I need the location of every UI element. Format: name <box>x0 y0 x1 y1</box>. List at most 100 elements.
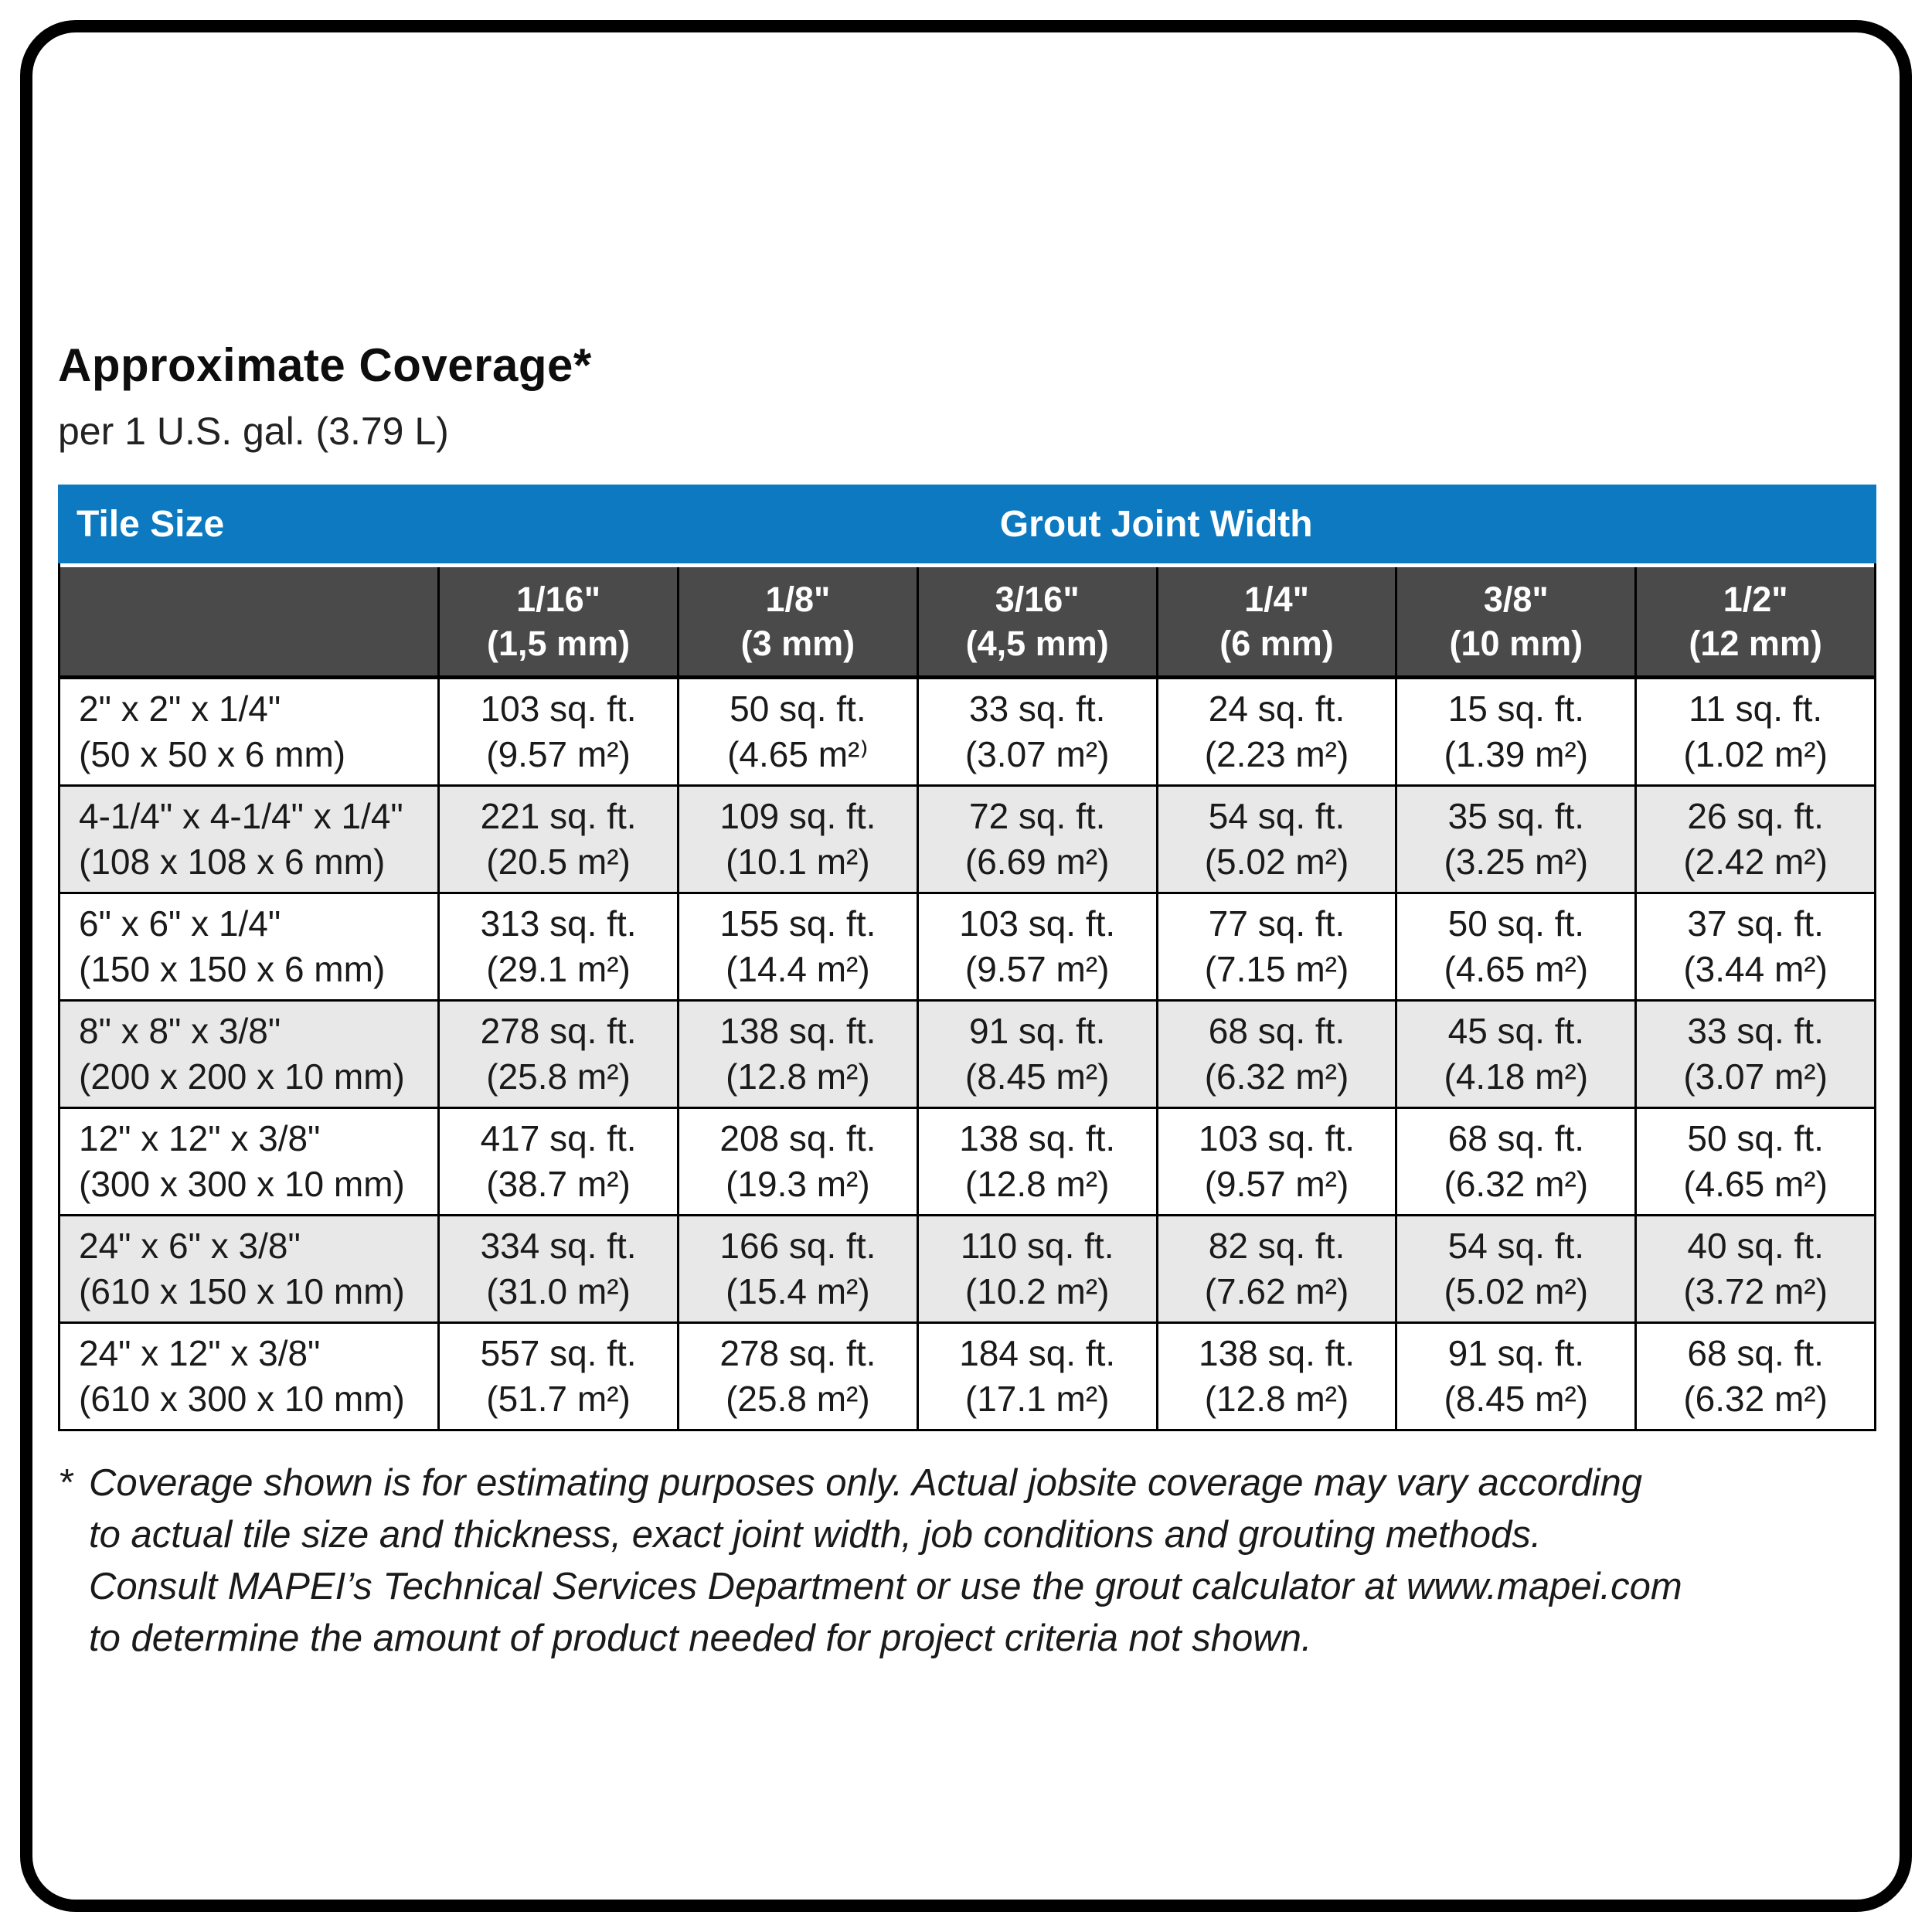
tile-size-cell: 24" x 12" x 3/8" (610 x 300 x 10 mm) <box>60 1324 437 1429</box>
coverage-sqft: 138 sq. ft. <box>719 1011 876 1051</box>
coverage-sqft: 37 sq. ft. <box>1687 903 1824 944</box>
coverage-sqft: 24 sq. ft. <box>1208 689 1345 729</box>
coverage-sqft: 417 sq. ft. <box>480 1118 637 1158</box>
coverage-m2: (25.8 m²) <box>726 1379 870 1419</box>
table-row: 8" x 8" x 3/8" (200 x 200 x 10 mm) 278 s… <box>60 999 1874 1107</box>
coverage-cell: 184 sq. ft. (17.1 m²) <box>916 1324 1156 1429</box>
column-header: 3/8" (10 mm) <box>1395 567 1634 675</box>
coverage-cell: 54 sq. ft. (5.02 m²) <box>1155 787 1396 892</box>
coverage-sqft: 313 sq. ft. <box>480 903 637 944</box>
column-size-label: 1/16" <box>516 580 601 619</box>
coverage-cell: 26 sq. ft. (2.42 m²) <box>1634 787 1874 892</box>
coverage-sqft: 278 sq. ft. <box>480 1011 637 1051</box>
coverage-cell: 37 sq. ft. (3.44 m²) <box>1634 894 1874 999</box>
column-header: 1/4" (6 mm) <box>1155 567 1396 675</box>
coverage-m2: (9.57 m²) <box>964 949 1110 989</box>
column-header: 1/2" (12 mm) <box>1634 567 1874 675</box>
tile-size-header: Tile Size <box>77 503 225 545</box>
coverage-cell: 68 sq. ft. (6.32 m²) <box>1155 1002 1396 1107</box>
column-mm-label: (6 mm) <box>1219 624 1334 663</box>
coverage-cell: 417 sq. ft. (38.7 m²) <box>437 1109 677 1214</box>
coverage-sqft: 103 sq. ft. <box>959 903 1116 944</box>
coverage-m2: (12.8 m²) <box>1204 1379 1349 1419</box>
coverage-sqft: 557 sq. ft. <box>480 1333 637 1373</box>
coverage-cell: 91 sq. ft. (8.45 m²) <box>1395 1324 1634 1429</box>
coverage-m2: (2.23 m²) <box>1204 734 1349 774</box>
coverage-cell: 155 sq. ft. (14.4 m²) <box>676 894 917 999</box>
tile-size-cell: 8" x 8" x 3/8" (200 x 200 x 10 mm) <box>60 1002 437 1107</box>
coverage-cell: 24 sq. ft. (2.23 m²) <box>1155 679 1396 784</box>
table-row: 4-1/4" x 4-1/4" x 1/4" (108 x 108 x 6 mm… <box>60 784 1874 892</box>
coverage-cell: 72 sq. ft. (6.69 m²) <box>916 787 1156 892</box>
coverage-m2: (51.7 m²) <box>486 1379 631 1419</box>
coverage-m2: (29.1 m²) <box>486 949 631 989</box>
coverage-m2: (12.8 m²) <box>964 1164 1110 1204</box>
coverage-cell: 11 sq. ft. (1.02 m²) <box>1634 679 1874 784</box>
coverage-cell: 103 sq. ft. (9.57 m²) <box>1155 1109 1396 1214</box>
coverage-cell: 54 sq. ft. (5.02 m²) <box>1395 1216 1634 1321</box>
coverage-sqft: 54 sq. ft. <box>1208 796 1345 836</box>
coverage-sqft: 138 sq. ft. <box>959 1118 1116 1158</box>
coverage-m2: (6.32 m²) <box>1683 1379 1828 1419</box>
header-gap <box>60 563 1874 567</box>
footnote-asterisk: * <box>58 1462 73 1504</box>
coverage-sqft: 109 sq. ft. <box>719 796 876 836</box>
tile-size-inches: 4-1/4" x 4-1/4" x 1/4" <box>79 796 403 836</box>
coverage-cell: 138 sq. ft. (12.8 m²) <box>676 1002 917 1107</box>
tile-size-mm: (610 x 150 x 10 mm) <box>79 1271 405 1311</box>
coverage-sqft: 15 sq. ft. <box>1447 689 1585 729</box>
coverage-m2: (19.3 m²) <box>726 1164 870 1204</box>
coverage-cell: 166 sq. ft. (15.4 m²) <box>676 1216 917 1321</box>
column-header-row: 1/16" (1,5 mm) 1/8" (3 mm) 3/16" (4,5 mm… <box>60 567 1874 679</box>
coverage-m2: (8.45 m²) <box>964 1056 1110 1097</box>
coverage-sqft: 91 sq. ft. <box>968 1011 1106 1051</box>
coverage-sqft: 35 sq. ft. <box>1447 796 1585 836</box>
column-size-label: 3/8" <box>1483 580 1549 619</box>
coverage-m2: (3.07 m²) <box>1683 1056 1828 1097</box>
coverage-m2: (5.02 m²) <box>1204 842 1349 882</box>
coverage-sqft: 91 sq. ft. <box>1447 1333 1585 1373</box>
coverage-sqft: 33 sq. ft. <box>968 689 1106 729</box>
coverage-m2: (15.4 m²) <box>726 1271 870 1311</box>
coverage-sqft: 11 sq. ft. <box>1689 689 1823 729</box>
coverage-cell: 334 sq. ft. (31.0 m²) <box>437 1216 677 1321</box>
tile-size-mm: (610 x 300 x 10 mm) <box>79 1379 405 1419</box>
coverage-sqft: 33 sq. ft. <box>1687 1011 1824 1051</box>
tile-size-inches: 12" x 12" x 3/8" <box>79 1118 321 1158</box>
coverage-cell: 103 sq. ft. (9.57 m²) <box>916 894 1156 999</box>
tile-size-inches: 24" x 6" x 3/8" <box>79 1226 301 1266</box>
tile-size-cell: 4-1/4" x 4-1/4" x 1/4" (108 x 108 x 6 mm… <box>60 787 437 892</box>
coverage-sqft: 72 sq. ft. <box>968 796 1106 836</box>
grout-joint-width-header: Grout Joint Width <box>999 503 1313 545</box>
coverage-m2: (4.65 m²) <box>1444 949 1589 989</box>
coverage-cell: 278 sq. ft. (25.8 m²) <box>676 1324 917 1429</box>
footnote: * Coverage shown is for estimating purpo… <box>58 1458 1876 1665</box>
coverage-cell: 50 sq. ft. (4.65 m²) <box>1395 894 1634 999</box>
coverage-cell: 103 sq. ft. (9.57 m²) <box>437 679 677 784</box>
page-subtitle: per 1 U.S. gal. (3.79 L) <box>58 410 449 453</box>
coverage-m2: (3.25 m²) <box>1444 842 1589 882</box>
column-size-label: 1/2" <box>1723 580 1788 619</box>
coverage-cell: 82 sq. ft. (7.62 m²) <box>1155 1216 1396 1321</box>
footnote-line: to actual tile size and thickness, exact… <box>89 1514 1542 1556</box>
coverage-sqft: 103 sq. ft. <box>1199 1118 1355 1158</box>
table-row: 2" x 2" x 1/4" (50 x 50 x 6 mm) 103 sq. … <box>60 679 1874 784</box>
tile-size-mm: (108 x 108 x 6 mm) <box>79 842 386 882</box>
tile-size-mm: (300 x 300 x 10 mm) <box>79 1164 405 1204</box>
tile-size-cell: 6" x 6" x 1/4" (150 x 150 x 6 mm) <box>60 894 437 999</box>
coverage-m2: (9.57 m²) <box>1204 1164 1349 1204</box>
coverage-sqft: 77 sq. ft. <box>1208 903 1345 944</box>
table-row: 24" x 12" x 3/8" (610 x 300 x 10 mm) 557… <box>60 1321 1874 1429</box>
tile-size-inches: 2" x 2" x 1/4" <box>79 689 281 729</box>
coverage-m2: (3.07 m²) <box>964 734 1110 774</box>
coverage-cell: 45 sq. ft. (4.18 m²) <box>1395 1002 1634 1107</box>
coverage-m2: (14.4 m²) <box>726 949 870 989</box>
coverage-sqft: 278 sq. ft. <box>719 1333 876 1373</box>
coverage-sqft: 50 sq. ft. <box>730 689 866 729</box>
coverage-sqft: 155 sq. ft. <box>719 903 876 944</box>
column-mm-label: (3 mm) <box>740 624 855 663</box>
coverage-m2: (10.1 m²) <box>726 842 870 882</box>
coverage-cell: 33 sq. ft. (3.07 m²) <box>916 679 1156 784</box>
tile-size-mm: (200 x 200 x 10 mm) <box>79 1056 405 1097</box>
